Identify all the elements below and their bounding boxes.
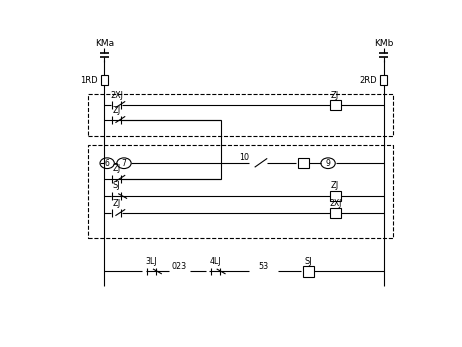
Text: 023: 023	[172, 262, 187, 271]
Text: 2RD: 2RD	[359, 76, 377, 85]
Bar	[88, 94, 393, 136]
Text: ZJ: ZJ	[113, 164, 121, 173]
Bar	[330, 191, 340, 201]
Text: ZJ: ZJ	[331, 181, 340, 191]
Bar	[101, 75, 108, 85]
Text: 3LJ: 3LJ	[146, 257, 158, 266]
Bar	[298, 158, 309, 168]
Text: ZJ: ZJ	[113, 198, 121, 208]
Text: KMa: KMa	[95, 39, 114, 48]
Text: SJ: SJ	[113, 181, 121, 191]
Text: 2XJ: 2XJ	[329, 198, 341, 208]
Bar	[303, 266, 314, 277]
Text: 9: 9	[326, 159, 330, 168]
Bar	[330, 100, 340, 110]
Text: ZJ: ZJ	[331, 91, 340, 100]
Text: 4LJ: 4LJ	[209, 257, 221, 266]
Text: 6: 6	[105, 159, 109, 168]
Text: ZJ: ZJ	[113, 105, 121, 115]
Bar	[330, 208, 340, 218]
Text: 1RD: 1RD	[80, 76, 98, 85]
Text: 7: 7	[122, 159, 127, 168]
Text: 2XJ: 2XJ	[110, 91, 123, 100]
Bar	[88, 144, 393, 238]
Text: SJ: SJ	[304, 257, 312, 266]
Text: 10: 10	[239, 153, 249, 162]
Text: KMb: KMb	[374, 39, 393, 48]
Bar	[380, 75, 387, 85]
Text: 53: 53	[259, 262, 269, 271]
